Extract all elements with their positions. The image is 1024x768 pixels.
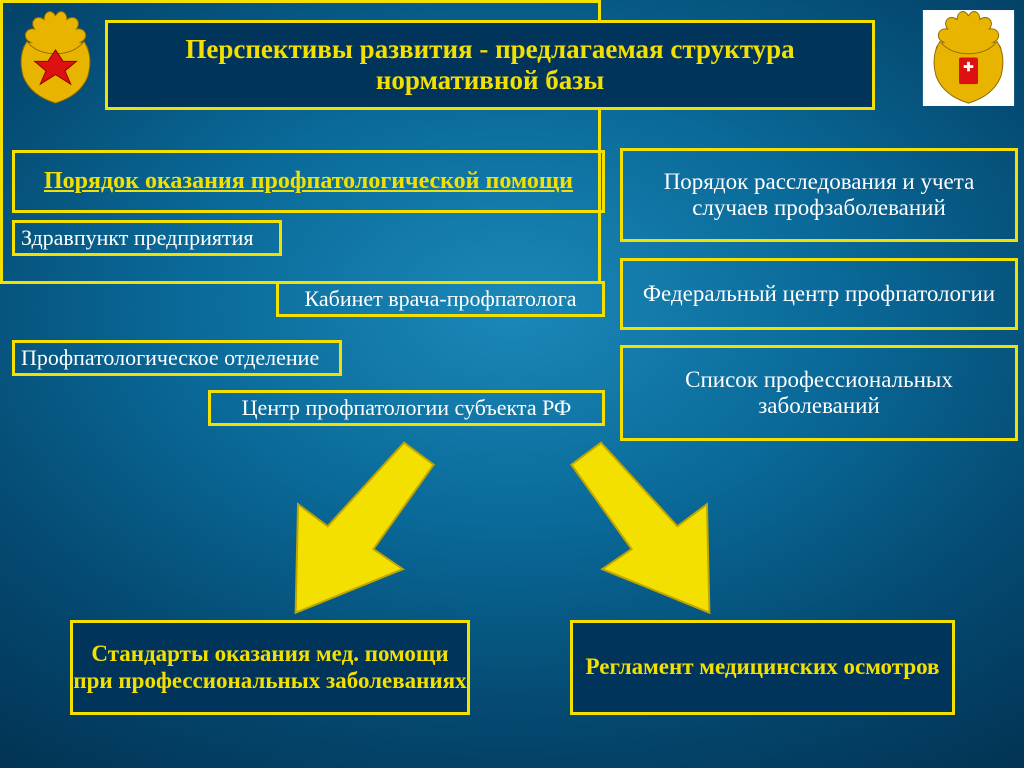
bottom-left-box: Стандарты оказания мед. помощи при профе… <box>70 620 470 715</box>
left-row-2: Кабинет врача-профпатолога <box>276 281 605 317</box>
bottom-left-text: Стандарты оказания мед. помощи при профе… <box>73 641 467 694</box>
left-block-header: Порядок оказания профпатологической помо… <box>12 150 605 213</box>
left-row-4-text: Центр профпатологии субъекта РФ <box>242 395 572 420</box>
bottom-right-text: Регламент медицинских осмотров <box>586 654 940 680</box>
emblem-right-icon <box>921 8 1016 108</box>
left-row-3-text: Профпатологическое отделение <box>21 345 319 370</box>
right-box-3-text: Список профессиональных заболеваний <box>623 367 1015 420</box>
left-row-2-text: Кабинет врача-профпатолога <box>305 286 577 311</box>
left-row-4: Центр профпатологии субъекта РФ <box>208 390 605 426</box>
left-header-text: Порядок оказания профпатологической помо… <box>44 168 573 196</box>
emblem-left-icon <box>8 8 103 108</box>
right-box-2-text: Федеральный центр профпатологии <box>643 281 995 307</box>
left-row-1: Здравпункт предприятия <box>12 220 282 256</box>
slide-title: Перспективы развития - предлагаемая стру… <box>105 20 875 110</box>
right-box-1: Порядок расследования и учета случаев пр… <box>620 148 1018 242</box>
left-header-prefix: Порядок <box>44 168 139 194</box>
slide-title-text: Перспективы развития - предлагаемая стру… <box>108 34 872 96</box>
left-row-1-text: Здравпункт предприятия <box>21 225 254 250</box>
left-row-3: Профпатологическое отделение <box>12 340 342 376</box>
right-box-2: Федеральный центр профпатологии <box>620 258 1018 330</box>
left-header-rest: оказания профпатологической помощи <box>139 168 573 194</box>
arrow-left-icon <box>260 440 450 615</box>
arrow-right-icon <box>555 440 745 615</box>
bottom-right-box: Регламент медицинских осмотров <box>570 620 955 715</box>
right-box-1-text: Порядок расследования и учета случаев пр… <box>623 169 1015 222</box>
right-box-3: Список профессиональных заболеваний <box>620 345 1018 441</box>
